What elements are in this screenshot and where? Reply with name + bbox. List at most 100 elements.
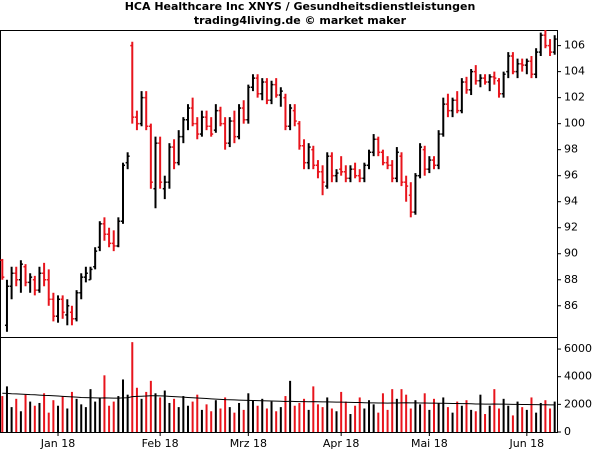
y-tick-label: 100: [564, 117, 585, 130]
volume-bar: [182, 396, 185, 432]
volume-bar: [395, 398, 398, 432]
volume-bar: [80, 404, 83, 432]
volume-bar: [474, 411, 477, 432]
volume-bar: [279, 407, 282, 432]
y-tick-label: 104: [564, 65, 585, 78]
volume-bar: [15, 398, 18, 432]
x-tick-label: Apr 18: [323, 437, 360, 450]
volume-bar: [549, 408, 552, 432]
volume-bar: [507, 405, 510, 432]
volume-bar: [24, 394, 27, 432]
volume-bar: [159, 397, 162, 432]
volume-bar: [354, 405, 357, 432]
volume-bar: [516, 401, 519, 432]
volume-bar: [409, 408, 412, 432]
volume-bar: [191, 401, 194, 432]
volume-bar: [377, 412, 380, 432]
volume-bar: [66, 408, 69, 432]
price-panel: [0, 30, 558, 338]
volume-bar: [521, 407, 524, 432]
volume-bar: [349, 414, 352, 432]
volume-bar: [470, 409, 473, 432]
volume-bar: [344, 401, 347, 432]
volume-bar: [400, 389, 403, 432]
volume-bar: [38, 402, 41, 432]
volume-bar: [163, 390, 166, 432]
volume-bar: [307, 409, 310, 432]
volume-bar: [484, 414, 487, 432]
volume-bar: [5, 386, 8, 432]
y-tick-label: 92: [564, 221, 578, 234]
volume-bar: [214, 400, 217, 432]
volume-bar: [29, 401, 32, 432]
volume-bar: [414, 400, 417, 432]
volume-bar: [330, 408, 333, 432]
volume-bar: [497, 408, 500, 432]
volume-bar: [530, 397, 533, 432]
volume-average: [2, 392, 555, 406]
volume-y-tick-label: 2000: [564, 397, 592, 410]
volume-bar: [43, 393, 46, 432]
volume-bar: [238, 402, 241, 432]
volume-bar: [140, 398, 143, 432]
volume-bar: [386, 409, 389, 432]
volume-bar: [511, 415, 514, 432]
volume-bar: [465, 400, 468, 432]
volume-bar: [312, 386, 315, 432]
y-tick-label: 86: [564, 299, 578, 312]
y-tick-label: 102: [564, 91, 585, 104]
volume-bar: [535, 412, 538, 432]
volume-y-tick-label: 4000: [564, 370, 592, 383]
volume-bar: [265, 408, 268, 432]
volume-bar: [316, 404, 319, 432]
volume-bar: [210, 411, 213, 432]
volume-bar: [293, 405, 296, 432]
volume-bar: [372, 404, 375, 432]
volume-bar: [131, 342, 134, 432]
volume-bar: [117, 396, 120, 432]
volume-bar: [261, 398, 264, 432]
volume-y-tick-label: 0: [564, 425, 571, 438]
volume-bar: [94, 401, 97, 432]
volume-bar: [284, 396, 287, 432]
volume-bar: [423, 393, 426, 432]
y-tick-label: 94: [564, 195, 578, 208]
volume-bar: [47, 412, 50, 432]
volume-bar: [224, 397, 227, 432]
volume-bar: [539, 402, 542, 432]
volume-bar: [321, 407, 324, 432]
volume-bar: [460, 405, 463, 432]
volume-bar: [298, 402, 301, 432]
x-tick-label: Feb 18: [142, 437, 179, 450]
volume-bar: [363, 408, 366, 432]
volume-bar: [103, 375, 106, 432]
y-tick-label: 88: [564, 273, 578, 286]
volume-bar: [251, 400, 254, 432]
volume-bar: [186, 405, 189, 432]
volume-bar: [326, 397, 329, 432]
volume-bar: [358, 397, 361, 432]
volume-y-tick-label: 6000: [564, 342, 592, 355]
volume-bar: [479, 394, 482, 432]
volume-bar: [493, 389, 496, 432]
volume-bar: [442, 397, 445, 432]
volume-bar: [428, 409, 431, 432]
volume-bar: [289, 380, 292, 432]
volume-bar: [145, 391, 148, 432]
volume-bar: [381, 393, 384, 432]
volume-bar: [205, 404, 208, 432]
volume-bar: [122, 379, 125, 432]
volume-bar: [135, 387, 138, 432]
volume-bar: [52, 400, 55, 432]
chart-subtitle: trading4living.de © market maker: [194, 14, 407, 27]
volume-bar: [432, 398, 435, 432]
volume-bar: [553, 401, 556, 432]
volume-bar: [525, 409, 528, 432]
volume-bar: [502, 398, 505, 432]
volume-bar: [108, 405, 111, 432]
volume-bar: [154, 393, 157, 432]
y-tick-label: 90: [564, 247, 578, 260]
volume-bar: [177, 407, 180, 432]
